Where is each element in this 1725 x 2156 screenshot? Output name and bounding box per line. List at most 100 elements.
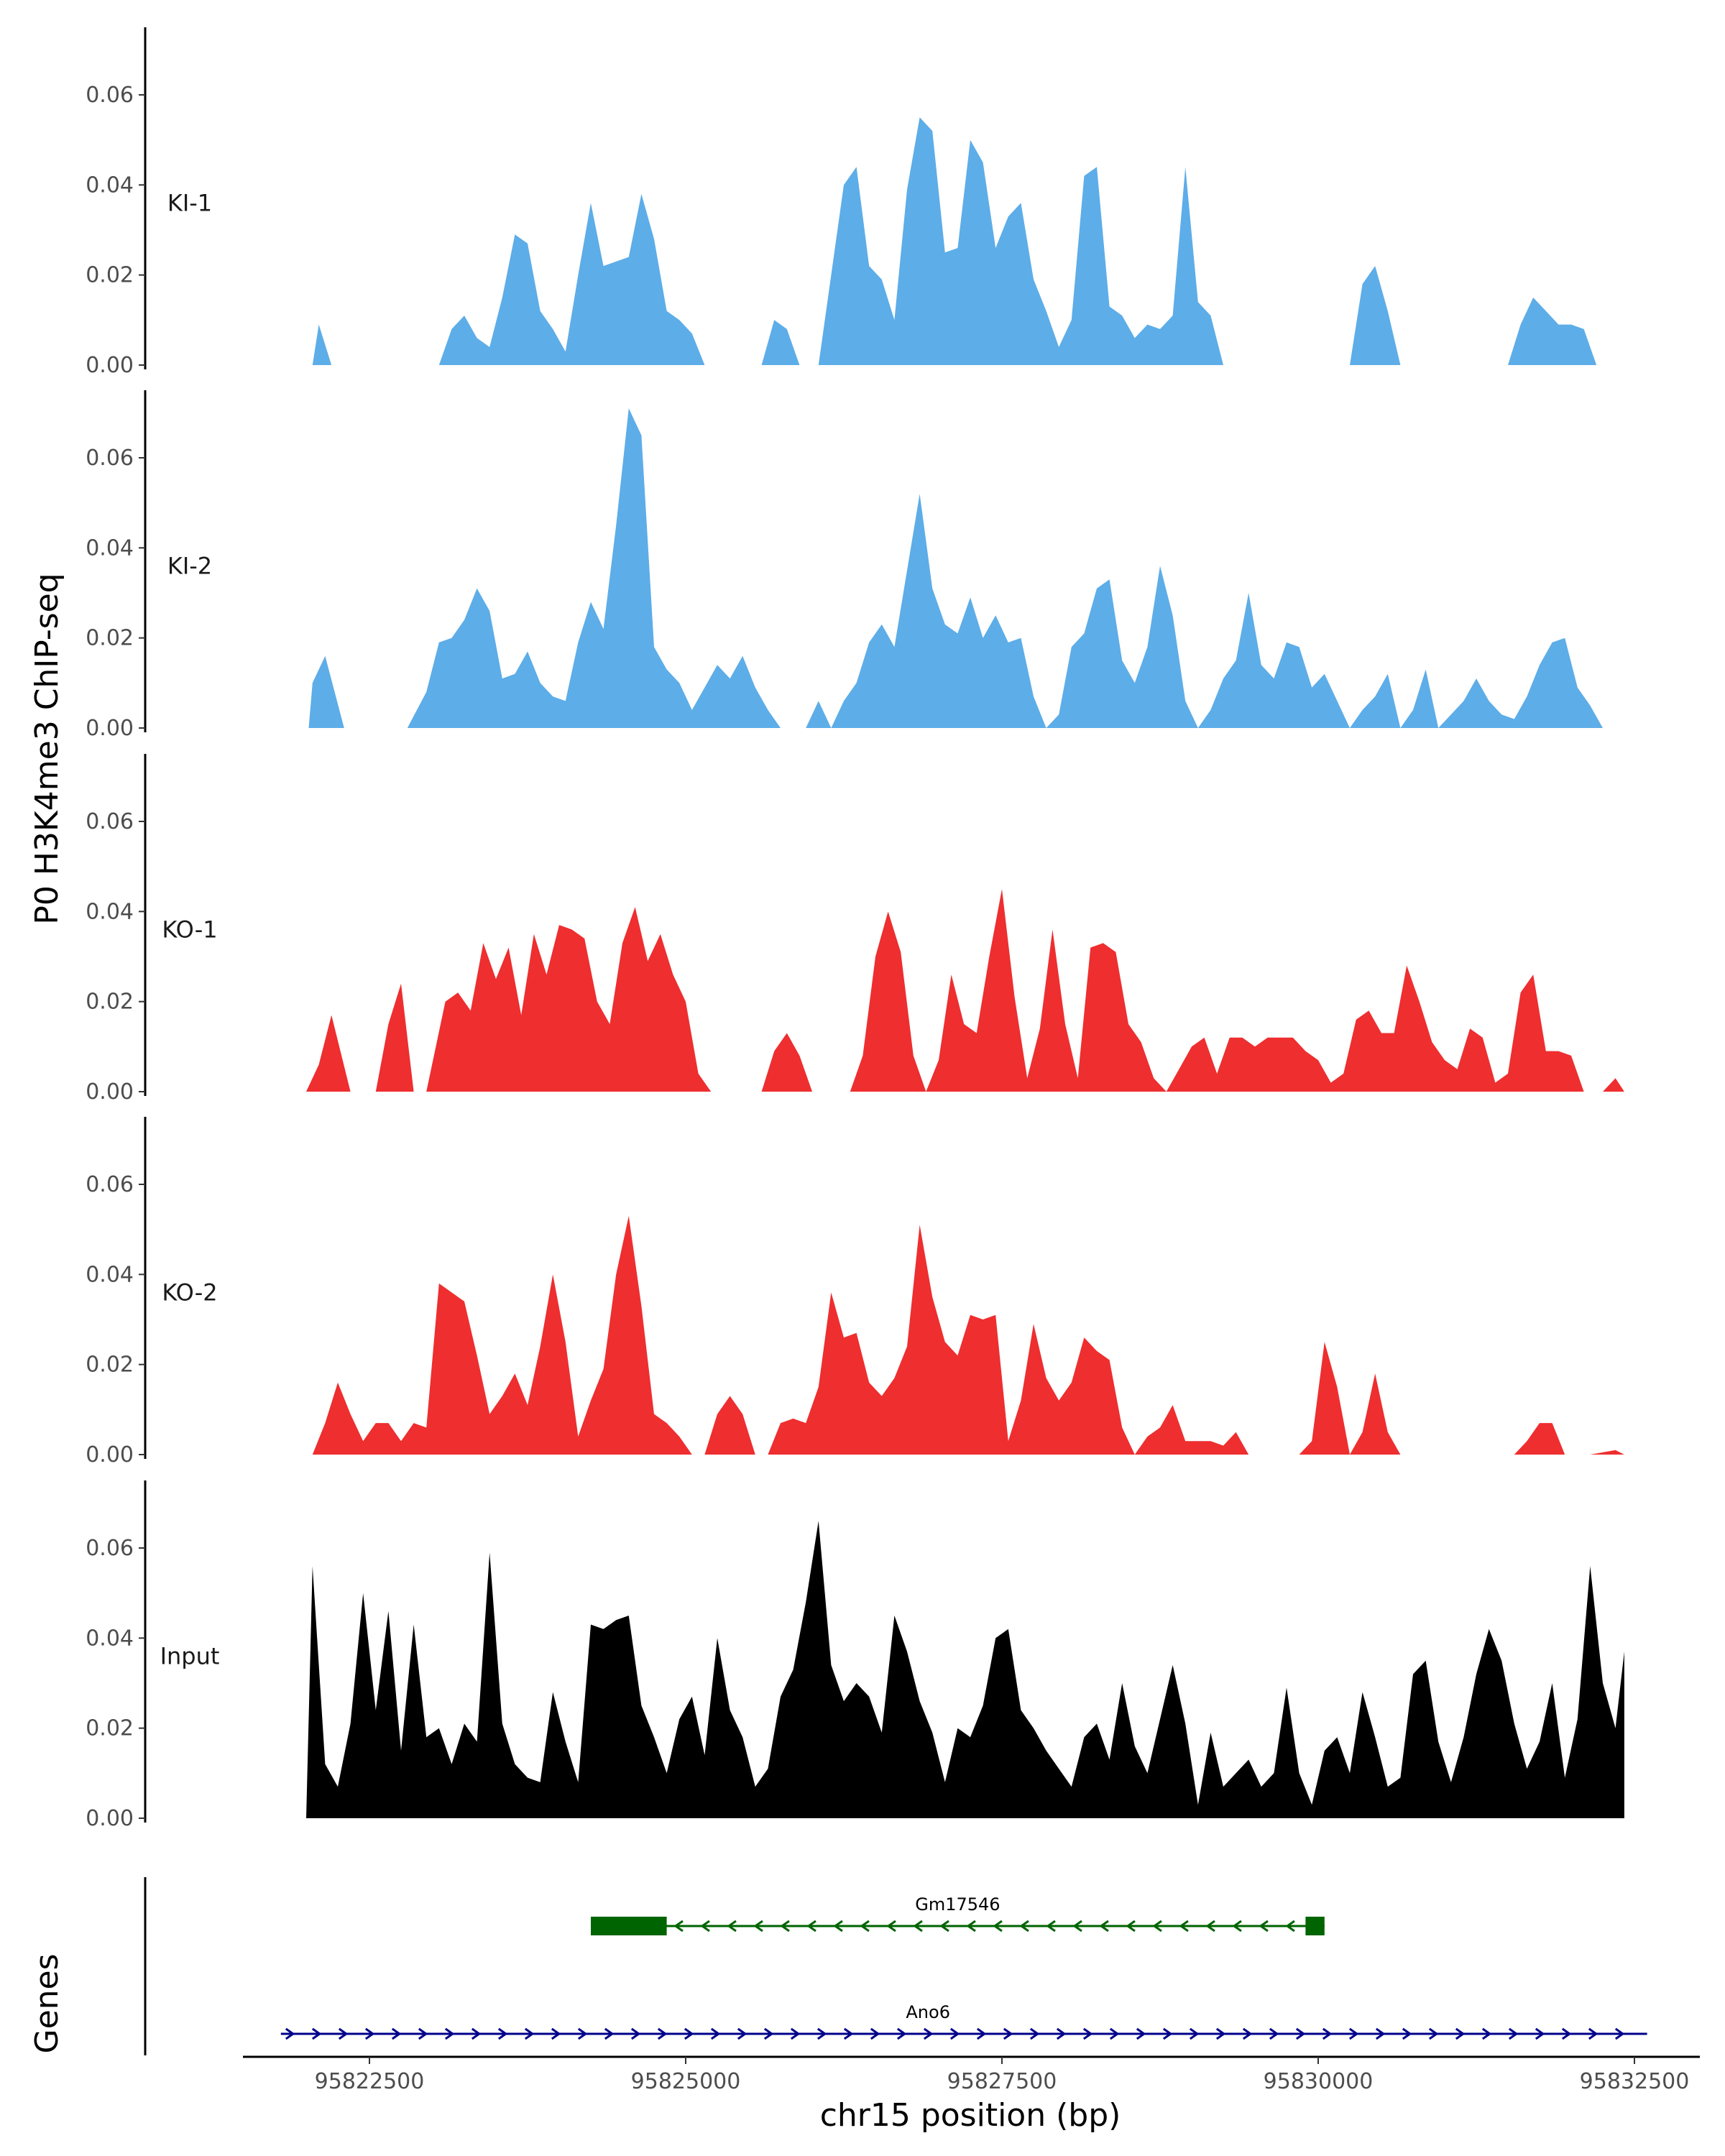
strand-arrow-icon bbox=[1152, 1920, 1162, 1932]
strand-arrow-icon bbox=[1455, 2027, 1466, 2040]
y-tick-label: 0.06 bbox=[86, 83, 134, 108]
strand-arrow-icon bbox=[976, 2027, 987, 2040]
strand-arrow-icon bbox=[1215, 2027, 1226, 2040]
gene-label: Gm17546 bbox=[915, 1894, 1000, 1915]
genes-panel: Gm17546 Ano6 bbox=[144, 1877, 1647, 2055]
strand-arrow-icon bbox=[1561, 2027, 1572, 2040]
area-input bbox=[306, 1521, 1624, 1818]
strand-arrow-icon bbox=[1136, 2027, 1146, 2040]
y-tick-label: 0.02 bbox=[86, 1353, 134, 1378]
strand-arrow-icon bbox=[870, 2027, 880, 2040]
strand-arrow-icon bbox=[843, 2027, 854, 2040]
x-tick-label: 95825000 bbox=[631, 2069, 741, 2094]
strand-arrow-icon bbox=[311, 2027, 322, 2040]
strand-arrow-icon bbox=[816, 2027, 827, 2040]
y-tick-label: 0.06 bbox=[86, 446, 134, 471]
strand-arrow-icon bbox=[763, 2027, 774, 2040]
strand-arrow-icon bbox=[780, 1920, 790, 1932]
x-axis-title: chr15 position (bp) bbox=[820, 2097, 1121, 2134]
track-label-ki-1: KI-1 bbox=[167, 189, 212, 216]
strand-arrow-icon bbox=[1179, 1920, 1189, 1932]
strand-arrow-icon bbox=[1126, 1920, 1136, 1932]
x-tick-label: 95832500 bbox=[1580, 2069, 1690, 2094]
strand-arrow-icon bbox=[1046, 1920, 1056, 1932]
strand-arrow-icon bbox=[497, 2027, 508, 2040]
strand-arrow-icon bbox=[1322, 2027, 1333, 2040]
strand-arrow-icon bbox=[551, 2027, 561, 2040]
strand-arrow-icon bbox=[1269, 2027, 1279, 2040]
y-tick-label: 0.00 bbox=[86, 1806, 134, 1831]
strand-arrow-icon bbox=[700, 1920, 710, 1932]
strand-arrow-icon bbox=[1348, 2027, 1359, 2040]
y-tick-label: 0.02 bbox=[86, 263, 134, 288]
track-label-ko-1: KO-1 bbox=[162, 916, 217, 943]
strand-arrow-icon bbox=[1402, 2027, 1412, 2040]
strand-arrow-icon bbox=[790, 2027, 801, 2040]
strand-arrow-icon bbox=[1614, 2027, 1625, 2040]
y-tick-label: 0.04 bbox=[86, 1626, 134, 1651]
strand-arrow-icon bbox=[753, 1920, 763, 1932]
y-tick-label: 0.00 bbox=[86, 1442, 134, 1468]
y-tick-label: 0.06 bbox=[86, 809, 134, 834]
track-ki-1: 0.00 0.02 0.04 0.06 KI-1 bbox=[86, 27, 1597, 378]
strand-arrow-icon bbox=[923, 2027, 934, 2040]
strand-arrow-icon bbox=[1099, 1920, 1109, 1932]
strand-arrow-icon bbox=[577, 2027, 588, 2040]
exon-block bbox=[591, 1917, 667, 1935]
genes-axis-title: Genes bbox=[29, 1953, 65, 2053]
strand-arrow-icon bbox=[364, 2027, 375, 2040]
gene-label: Ano6 bbox=[906, 2002, 950, 2022]
y-axis-title: P0 H3K4me3 ChIP-seq bbox=[29, 573, 65, 924]
strand-arrow-icon bbox=[833, 1920, 843, 1932]
area-ko-2 bbox=[312, 1215, 1624, 1455]
area-ki-2 bbox=[308, 408, 1603, 728]
strand-arrow-icon bbox=[966, 1920, 976, 1932]
y-tick-label: 0.04 bbox=[86, 172, 134, 198]
strand-arrow-icon bbox=[471, 2027, 482, 2040]
strand-arrow-icon bbox=[1588, 2027, 1598, 2040]
strand-arrow-icon bbox=[1056, 2027, 1067, 2040]
x-tick-label: 95822500 bbox=[315, 2069, 425, 2094]
strand-arrow-icon bbox=[1508, 2027, 1519, 2040]
x-tick-label: 95830000 bbox=[1264, 2069, 1374, 2094]
strand-arrow-icon bbox=[285, 2027, 295, 2040]
y-tick-label: 0.00 bbox=[86, 716, 134, 741]
strand-arrow-icon bbox=[673, 1920, 684, 1932]
strand-arrow-icon bbox=[630, 2027, 641, 2040]
strand-arrow-icon bbox=[1205, 1920, 1215, 1932]
strand-arrow-icon bbox=[727, 1920, 737, 1932]
strand-arrow-icon bbox=[710, 2027, 721, 2040]
strand-arrow-icon bbox=[524, 2027, 535, 2040]
strand-arrow-icon bbox=[1232, 1920, 1242, 1932]
strand-arrow-icon bbox=[860, 1920, 870, 1932]
track-label-ki-2: KI-2 bbox=[167, 552, 212, 579]
strand-arrow-icon bbox=[1285, 1920, 1295, 1932]
y-tick-label: 0.04 bbox=[86, 899, 134, 924]
strand-arrow-icon bbox=[418, 2027, 428, 2040]
strand-arrow-icon bbox=[1189, 2027, 1200, 2040]
y-tick-label: 0.02 bbox=[86, 1716, 134, 1741]
strand-arrow-icon bbox=[1242, 2027, 1253, 2040]
y-tick-label: 0.06 bbox=[86, 1172, 134, 1197]
y-tick-label: 0.04 bbox=[86, 535, 134, 561]
y-tick-label: 0.02 bbox=[86, 990, 134, 1015]
strand-arrow-icon bbox=[1109, 2027, 1120, 2040]
strand-arrow-icon bbox=[1082, 2027, 1093, 2040]
strand-arrow-icon bbox=[1072, 1920, 1082, 1932]
strand-arrow-icon bbox=[1162, 2027, 1173, 2040]
strand-arrow-icon bbox=[1535, 2027, 1545, 2040]
strand-arrow-icon bbox=[1295, 2027, 1306, 2040]
strand-arrow-icon bbox=[1259, 1920, 1269, 1932]
track-ko-1: 0.00 0.02 0.04 0.06 KO-1 bbox=[86, 754, 1624, 1105]
strand-arrow-icon bbox=[391, 2027, 402, 2040]
strand-arrow-icon bbox=[444, 2027, 455, 2040]
strand-arrow-icon bbox=[1029, 2027, 1040, 2040]
y-tick-label: 0.04 bbox=[86, 1262, 134, 1287]
strand-arrow-icon bbox=[1481, 2027, 1492, 2040]
y-tick-label: 0.00 bbox=[86, 353, 134, 378]
strand-arrow-icon bbox=[1019, 1920, 1029, 1932]
area-ko-1 bbox=[306, 889, 1624, 1092]
gene-ano6: Ano6 bbox=[280, 2002, 1647, 2040]
strand-arrow-icon bbox=[657, 2027, 668, 2040]
strand-arrow-icon bbox=[939, 1920, 949, 1932]
